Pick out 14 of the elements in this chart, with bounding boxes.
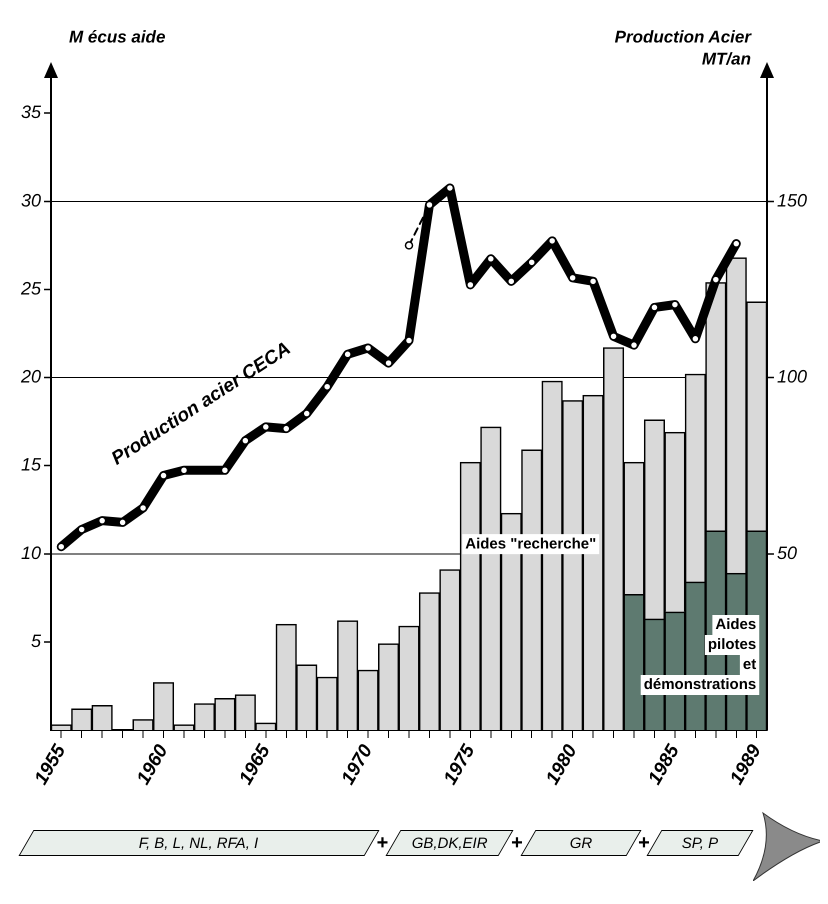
y-tick-label: 15	[20, 454, 42, 475]
series-label: Aides pilotes et démonstrations	[644, 616, 756, 694]
y-tick-label: 5	[31, 630, 42, 651]
y2-tick-label: 100	[776, 366, 808, 387]
y-tick-label: 35	[20, 102, 42, 122]
y2-tick-label: 150	[776, 190, 808, 210]
series-label: Aides "recherche"	[465, 535, 596, 552]
y-tick-label: 25	[20, 278, 42, 298]
y-axis-title: M écus aide	[69, 28, 166, 47]
y-tick-label: 10	[20, 542, 42, 563]
y-tick-label: 20	[20, 366, 42, 387]
y2-tick-label: 50	[776, 542, 797, 563]
y-tick-label: 30	[20, 190, 42, 210]
y2-axis-title: Production Acier MT/an	[614, 28, 752, 69]
